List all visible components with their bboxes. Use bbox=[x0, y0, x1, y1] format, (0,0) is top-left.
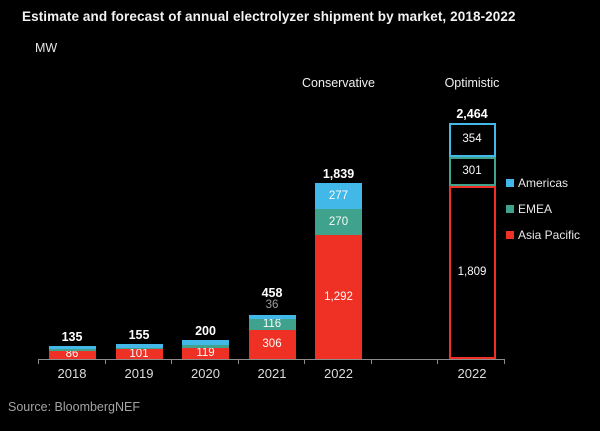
x-axis-tick bbox=[237, 359, 239, 364]
segment-americas: 354 bbox=[448, 122, 496, 157]
x-axis-line bbox=[38, 359, 505, 360]
segment-emea: 116 bbox=[248, 317, 296, 330]
segment-value-label: 306 bbox=[262, 337, 282, 350]
x-axis-label: 2022 bbox=[457, 366, 487, 381]
y-axis-unit-label: MW bbox=[35, 41, 58, 55]
x-axis-tick bbox=[171, 359, 172, 364]
x-axis-label: 2018 bbox=[57, 366, 87, 381]
scenario-label: Conservative bbox=[302, 76, 375, 90]
segment-value-label: 116 bbox=[262, 317, 282, 330]
x-axis-label: 2022 bbox=[324, 366, 353, 381]
segment-value-label: 119 bbox=[196, 346, 215, 359]
segment-emea bbox=[182, 345, 229, 348]
chart-title: Estimate and forecast of annual electrol… bbox=[22, 9, 516, 24]
legend-item-emea: EMEA bbox=[506, 202, 580, 216]
bar-total-label: 458 bbox=[261, 286, 283, 301]
x-axis-tick bbox=[304, 359, 305, 364]
segment-asia-pacific: 119 bbox=[182, 346, 229, 359]
legend-swatch-icon bbox=[506, 231, 514, 239]
legend-item-americas: Americas bbox=[506, 176, 580, 190]
bar-total-label: 155 bbox=[128, 328, 150, 343]
x-axis-label: 2020 bbox=[191, 366, 220, 381]
segment-value-label: 301 bbox=[462, 164, 482, 177]
segment-value-label: 277 bbox=[328, 189, 349, 202]
bar-total-label: 135 bbox=[61, 330, 83, 345]
legend-label: Americas bbox=[518, 176, 569, 190]
x-axis-tick bbox=[437, 359, 438, 364]
segment-value-label: 1,292 bbox=[324, 290, 353, 303]
segment-americas bbox=[248, 315, 296, 319]
segment-americas bbox=[115, 344, 163, 348]
legend-item-asia-pacific: Asia Pacific bbox=[506, 228, 580, 242]
x-axis-tick bbox=[104, 359, 106, 364]
segment-asia-pacific: 306 bbox=[248, 329, 296, 359]
x-axis-label: 2019 bbox=[124, 366, 154, 381]
segment-americas: 277 bbox=[315, 182, 362, 210]
segment-value-label: 270 bbox=[328, 215, 349, 228]
legend-label: EMEA bbox=[518, 202, 553, 216]
source-credit: Source: BloombergNEF bbox=[8, 400, 141, 414]
segment-asia-pacific: 1,292 bbox=[315, 235, 362, 359]
segment-emea: 270 bbox=[315, 209, 362, 236]
segment-value-label: 354 bbox=[462, 133, 482, 146]
segment-asia-pacific: 101 bbox=[115, 347, 163, 360]
bar-total-label: 1,839 bbox=[322, 166, 355, 181]
segment-asia-pacific: 1,809 bbox=[448, 185, 496, 359]
segment-value-label: 86 bbox=[65, 348, 79, 361]
segment-americas bbox=[48, 346, 96, 350]
legend: Americas EMEA Asia Pacific bbox=[506, 176, 580, 254]
segment-emea bbox=[115, 347, 163, 350]
segment-asia-pacific: 86 bbox=[48, 348, 96, 361]
segment-outside-label: 36 bbox=[265, 299, 279, 312]
x-axis-label: 2021 bbox=[257, 366, 287, 381]
legend-swatch-icon bbox=[506, 205, 514, 213]
segment-emea bbox=[48, 349, 96, 351]
bar-total-label: 200 bbox=[195, 323, 216, 338]
legend-swatch-icon bbox=[506, 179, 514, 187]
segment-americas bbox=[182, 339, 229, 346]
legend-label: Asia Pacific bbox=[518, 228, 581, 242]
bar-total-label: 2,464 bbox=[456, 106, 488, 121]
x-axis-tick bbox=[38, 359, 39, 364]
segment-emea: 301 bbox=[448, 156, 496, 186]
scenario-label: Optimistic bbox=[444, 76, 500, 90]
segment-value-label: 1,809 bbox=[457, 265, 487, 278]
x-axis-tick bbox=[504, 359, 505, 364]
segment-value-label: 101 bbox=[129, 347, 149, 360]
x-axis-tick bbox=[370, 359, 372, 364]
